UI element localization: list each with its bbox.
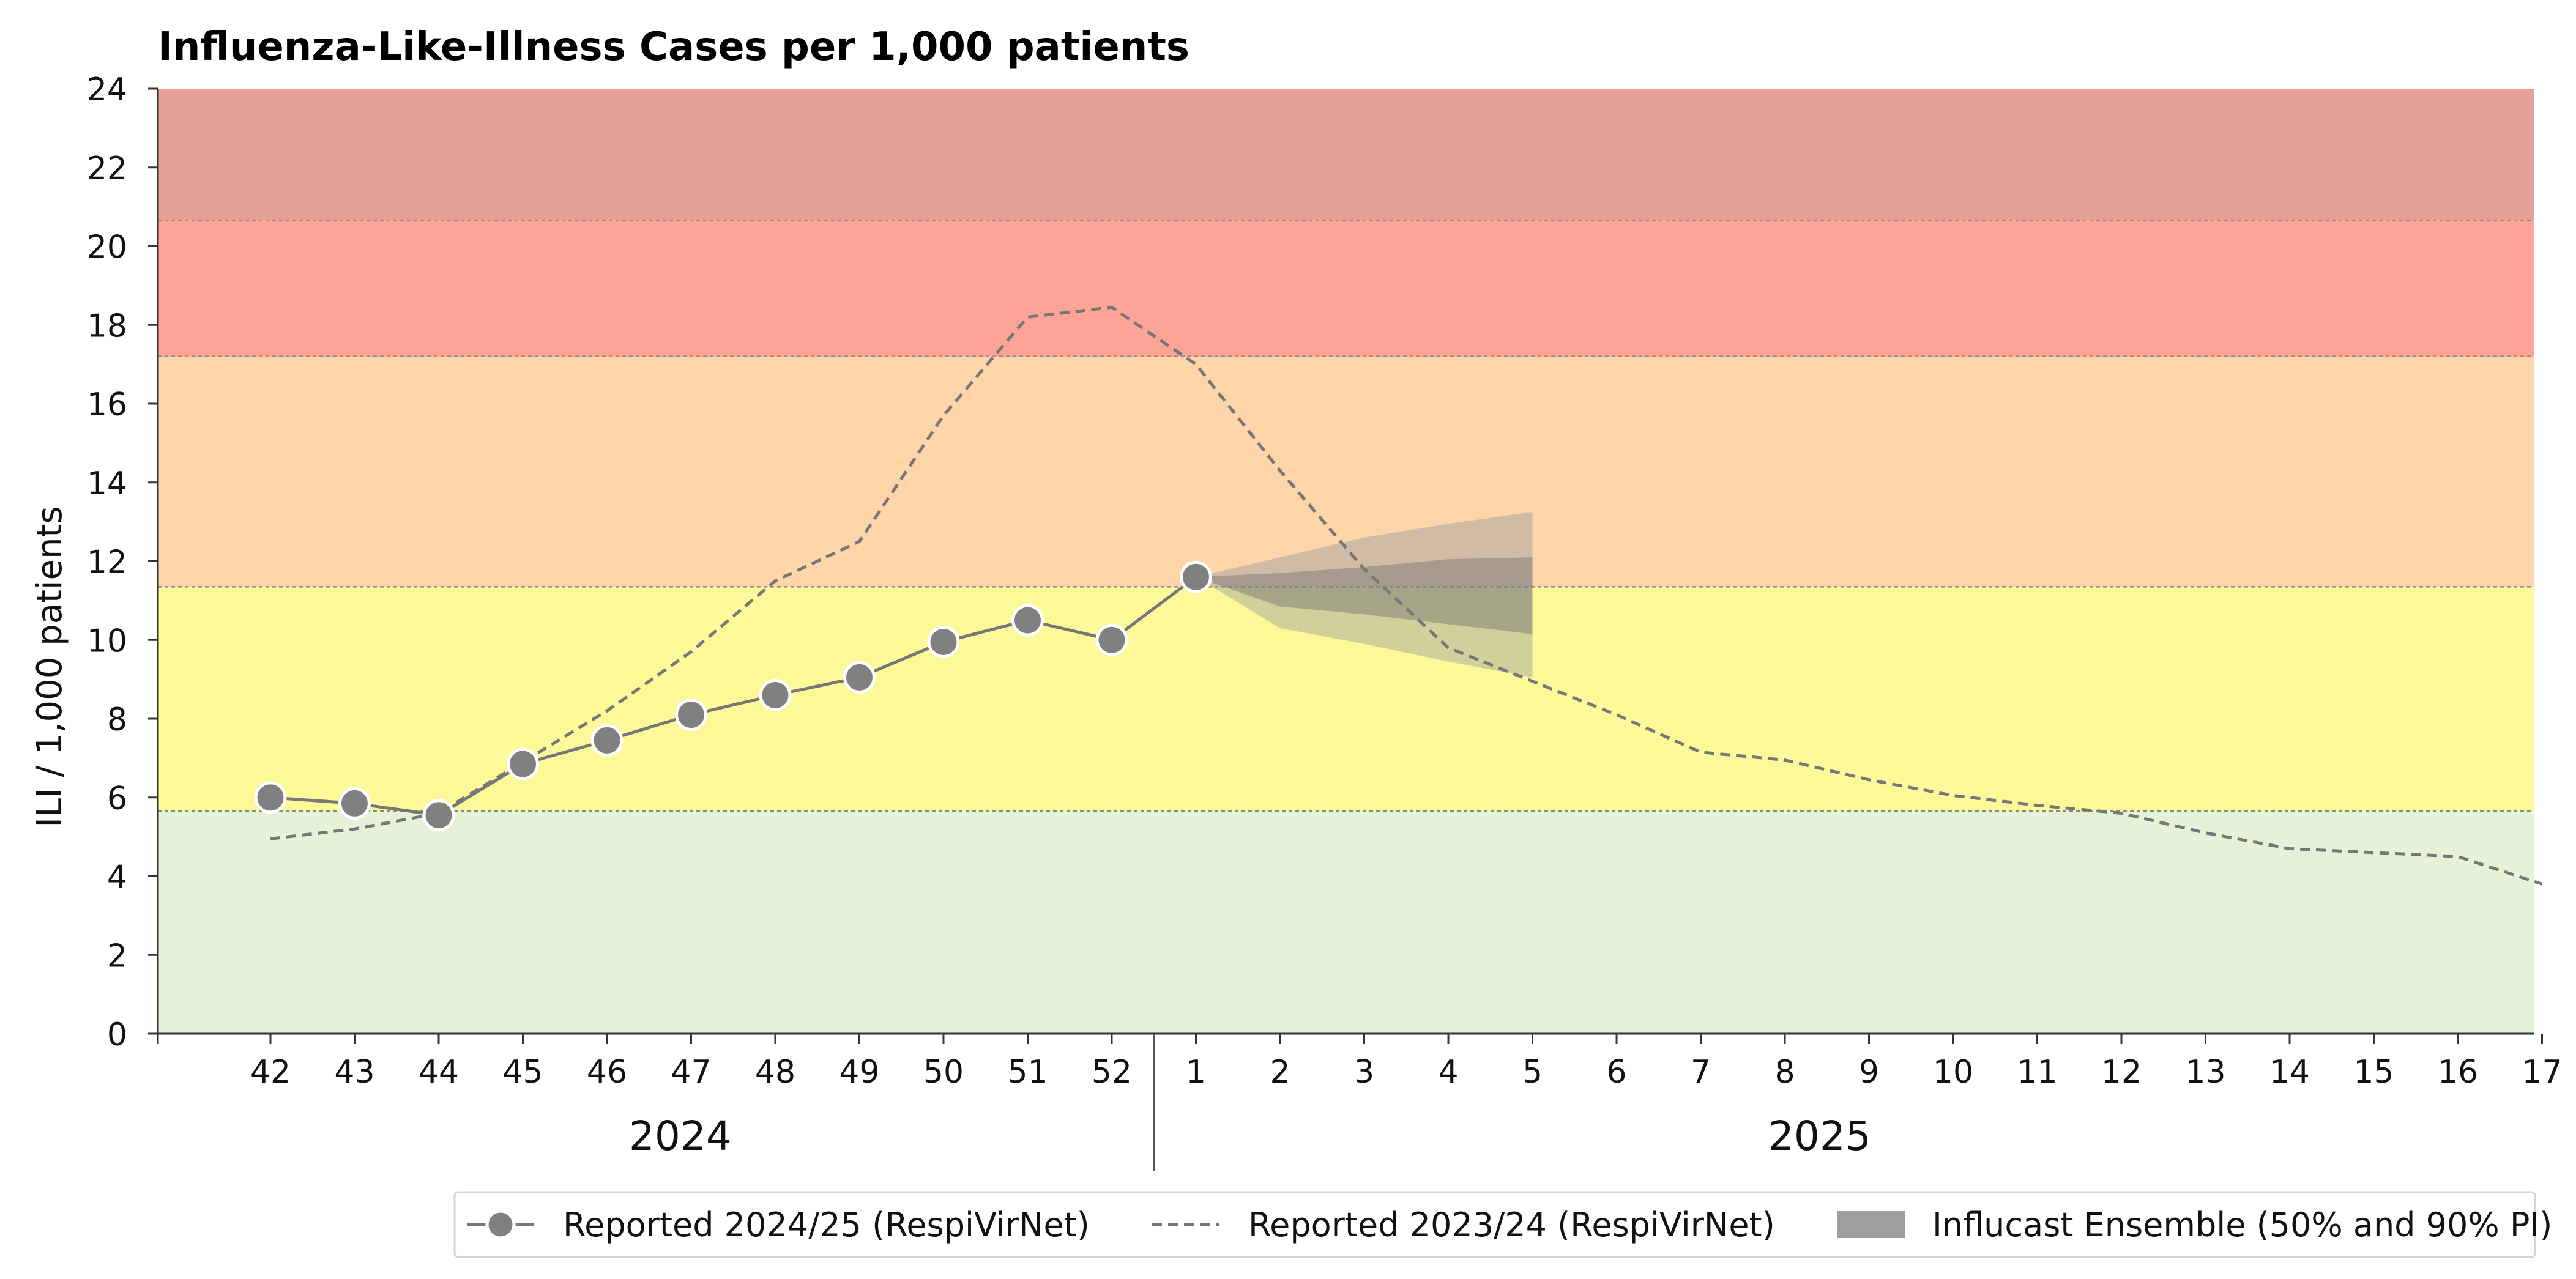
point-2024-25-wk51 — [1011, 604, 1044, 637]
x-tick-label-46: 46 — [587, 1054, 627, 1091]
intensity-band-1 — [158, 587, 2534, 812]
chart-title: Influenza-Like-Illness Cases per 1,000 p… — [158, 24, 1189, 70]
x-tick-label-12: 12 — [2101, 1054, 2142, 1091]
x-tick-label-6: 6 — [1606, 1054, 1626, 1091]
y-axis-label: ILI / 1,000 patients — [30, 506, 70, 827]
x-tick-label-14: 14 — [2269, 1054, 2310, 1091]
point-2024-25-wk45 — [507, 747, 539, 780]
point-2024-25-wk49 — [843, 661, 876, 694]
x-tick-label-47: 47 — [671, 1054, 711, 1091]
legend-box — [453, 1191, 2536, 1258]
intensity-band-0 — [158, 811, 2534, 1034]
x-tick-label-8: 8 — [1774, 1054, 1795, 1091]
x-tick-label-13: 13 — [2185, 1054, 2225, 1091]
point-2024-25-wk1 — [1180, 560, 1212, 593]
y-tick-label-24: 24 — [87, 72, 127, 108]
x-tick-label-1: 1 — [1186, 1054, 1206, 1091]
legend-label-2023-24: Reported 2023/24 (RespiVirNet) — [1248, 1206, 1775, 1244]
x-tick-label-52: 52 — [1092, 1054, 1132, 1091]
intensity-band-2 — [158, 356, 2534, 587]
x-tick-label-43: 43 — [334, 1054, 374, 1091]
year-label-2024: 2024 — [629, 1113, 732, 1160]
intensity-band-3 — [158, 220, 2534, 357]
x-tick-label-50: 50 — [923, 1054, 964, 1091]
y-tick-label-8: 8 — [107, 702, 127, 738]
intensity-band-4 — [158, 89, 2534, 221]
x-tick-label-7: 7 — [1691, 1054, 1711, 1091]
x-tick-label-51: 51 — [1007, 1054, 1048, 1091]
point-2024-25-wk46 — [590, 724, 624, 757]
x-tick-label-3: 3 — [1354, 1054, 1374, 1091]
y-tick-label-20: 20 — [87, 229, 127, 266]
forecast-pi90-band — [1196, 512, 1533, 678]
legend-marker-2024-25 — [485, 1209, 516, 1240]
y-tick-label-14: 14 — [87, 465, 127, 502]
y-tick-label-4: 4 — [107, 859, 127, 896]
y-tick-label-16: 16 — [87, 387, 127, 423]
x-tick-label-4: 4 — [1438, 1054, 1458, 1091]
point-2024-25-wk44 — [422, 799, 455, 832]
legend: Reported 2024/25 (RespiVirNet) Reported 2… — [453, 1191, 2552, 1258]
x-tick-label-2: 2 — [1270, 1054, 1290, 1091]
year-label-2025: 2025 — [1768, 1113, 1871, 1160]
x-tick-label-44: 44 — [419, 1054, 459, 1091]
point-2024-25-wk48 — [759, 678, 792, 711]
legend-label-2024-25: Reported 2024/25 (RespiVirNet) — [563, 1206, 1090, 1244]
x-tick-label-45: 45 — [502, 1054, 543, 1091]
x-tick-label-10: 10 — [1933, 1054, 1973, 1091]
y-tick-label-6: 6 — [107, 780, 127, 817]
point-2024-25-wk50 — [927, 625, 960, 658]
x-tick-label-5: 5 — [1522, 1054, 1543, 1091]
x-tick-label-9: 9 — [1859, 1054, 1879, 1091]
point-2024-25-wk42 — [254, 781, 287, 814]
point-2024-25-wk43 — [338, 787, 371, 820]
y-tick-label-2: 2 — [107, 938, 127, 974]
forecast-pi50-band — [1196, 557, 1533, 634]
intensity-bands — [158, 89, 2534, 1034]
series-markers — [254, 560, 1212, 832]
x-tick-label-48: 48 — [755, 1054, 795, 1091]
x-tick-label-16: 16 — [2438, 1054, 2478, 1091]
threshold-lines — [158, 220, 2534, 812]
y-tick-label-10: 10 — [87, 623, 127, 659]
x-tick-label-42: 42 — [250, 1054, 291, 1091]
y-tick-label-18: 18 — [87, 308, 127, 344]
forecast-bands — [1196, 512, 1533, 678]
point-2024-25-wk47 — [675, 699, 707, 732]
y-tick-label-22: 22 — [87, 150, 127, 187]
point-2024-25-wk52 — [1095, 623, 1128, 656]
x-tick-label-17: 17 — [2522, 1054, 2562, 1091]
x-tick-label-49: 49 — [839, 1054, 879, 1091]
series-line-2023-24 — [270, 305, 2543, 886]
legend-label-forecast: Influcast Ensemble (50% and 90% PI) — [1932, 1206, 2552, 1244]
y-tick-label-12: 12 — [87, 544, 127, 581]
x-tick-label-15: 15 — [2353, 1054, 2394, 1091]
legend-swatch-forecast — [1837, 1211, 1905, 1238]
x-tick-label-11: 11 — [2017, 1054, 2057, 1091]
y-tick-label-0: 0 — [107, 1017, 127, 1053]
